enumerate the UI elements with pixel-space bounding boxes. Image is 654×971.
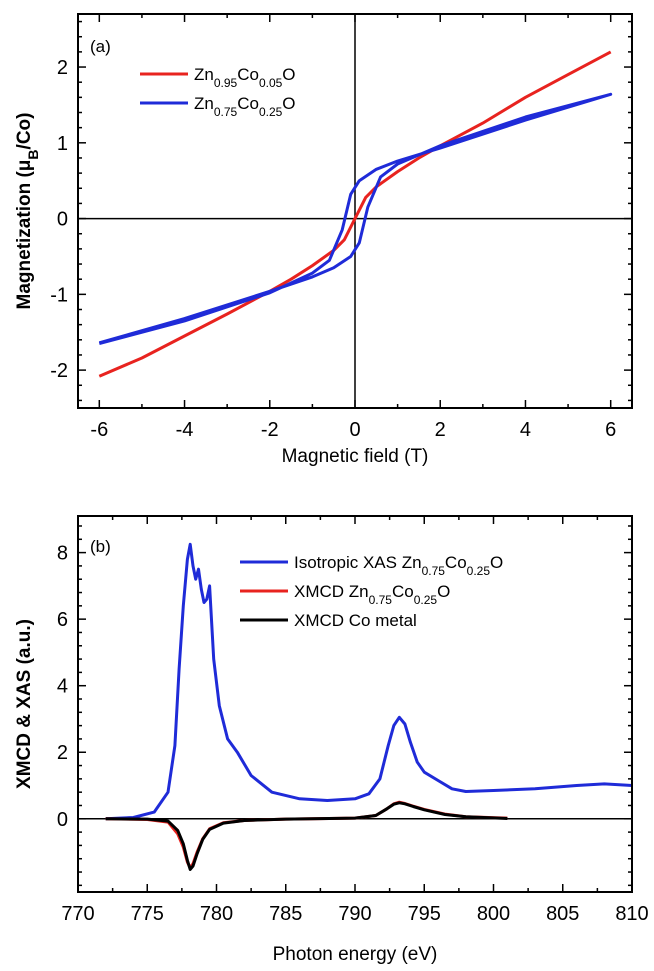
x-tick-label: 785 — [269, 903, 302, 925]
legend-label-0: Zn0.95Co0.05O — [194, 65, 296, 90]
y-tick-label: 4 — [57, 676, 68, 698]
y-tick-label: -2 — [50, 360, 68, 382]
legend-label-2: XMCD Co metal — [294, 611, 417, 630]
series-line-1 — [105, 800, 508, 870]
y-tick-label: 6 — [57, 609, 68, 631]
x-tick-label: 795 — [408, 903, 441, 925]
series-line-0 — [105, 542, 632, 821]
y-tick-label: 1 — [57, 133, 68, 155]
y-axis-label: Magnetization (μB/Co) — [14, 113, 41, 310]
x-tick-label: 2 — [435, 419, 446, 441]
x-tick-label: 6 — [605, 419, 616, 441]
chart-panel-b: 770 775 780 785 790 795 800 805 810 0 2 4 6 8 Photon e… — [14, 515, 649, 965]
x-tick-label: 0 — [349, 419, 360, 441]
x-tick-label: 800 — [477, 903, 510, 925]
panel-label: (a) — [90, 37, 111, 56]
legend-label-0: Isotropic XAS Zn0.75Co0.25O — [294, 553, 503, 578]
legend-label-1: XMCD Zn0.75Co0.25O — [294, 582, 450, 607]
x-tick-label: -4 — [176, 419, 194, 441]
x-tick-label: -2 — [261, 419, 279, 441]
series-line-2 — [105, 801, 508, 871]
x-tick-label: 770 — [61, 903, 94, 925]
y-tick-label: 2 — [57, 57, 68, 79]
x-tick-label: 790 — [338, 903, 371, 925]
x-tick-label: 805 — [546, 903, 579, 925]
y-tick-label: 2 — [57, 742, 68, 764]
y-axis-label: XMCD & XAS (a.u.) — [14, 619, 35, 789]
x-axis-label: Photon energy (eV) — [273, 944, 438, 965]
y-tick-label: -1 — [50, 284, 68, 306]
x-tick-label: 4 — [520, 419, 531, 441]
series-line-1 — [98, 92, 613, 346]
x-axis-label: Magnetic field (T) — [282, 446, 429, 467]
y-tick-label: 8 — [57, 543, 68, 565]
series-line-0 — [98, 50, 612, 378]
legend-label-1: Zn0.75Co0.25O — [194, 94, 296, 119]
y-tick-label: 0 — [57, 809, 68, 831]
x-tick-label: -6 — [90, 419, 108, 441]
x-tick-label: 780 — [200, 903, 233, 925]
y-tick-label: 0 — [57, 209, 68, 231]
panel-label: (b) — [90, 537, 111, 556]
plot-frame — [77, 515, 633, 893]
x-tick-label: 775 — [131, 903, 164, 925]
chart-panel-a: -6 -4 -2 0 2 4 6 -2 -1 0 1 2 Magnetic field (T) Magne… — [14, 13, 633, 467]
x-tick-label: 810 — [615, 903, 648, 925]
